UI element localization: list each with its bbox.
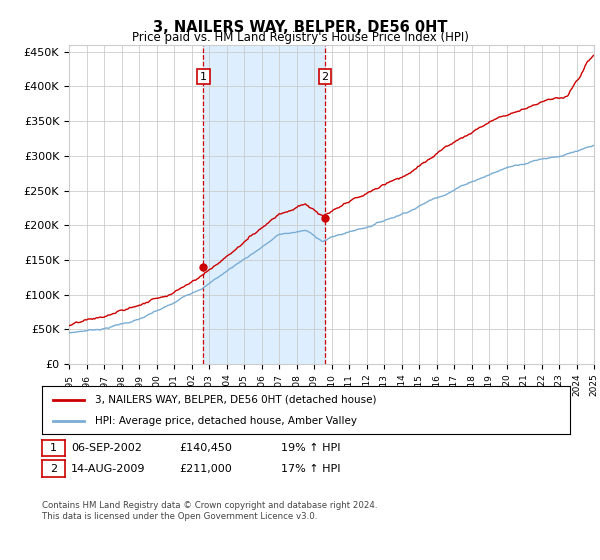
Text: 2: 2 [50, 464, 57, 474]
Text: 3, NAILERS WAY, BELPER, DE56 0HT (detached house): 3, NAILERS WAY, BELPER, DE56 0HT (detach… [95, 395, 376, 405]
Text: HPI: Average price, detached house, Amber Valley: HPI: Average price, detached house, Ambe… [95, 416, 357, 426]
Text: 06-SEP-2002: 06-SEP-2002 [71, 443, 142, 453]
Text: 1: 1 [50, 443, 57, 453]
Text: 17% ↑ HPI: 17% ↑ HPI [281, 464, 340, 474]
Text: 3, NAILERS WAY, BELPER, DE56 0HT: 3, NAILERS WAY, BELPER, DE56 0HT [153, 20, 447, 35]
Text: 2: 2 [321, 72, 328, 82]
Text: 14-AUG-2009: 14-AUG-2009 [71, 464, 145, 474]
Text: Contains HM Land Registry data © Crown copyright and database right 2024.
This d: Contains HM Land Registry data © Crown c… [42, 501, 377, 521]
Text: Price paid vs. HM Land Registry's House Price Index (HPI): Price paid vs. HM Land Registry's House … [131, 31, 469, 44]
Text: £211,000: £211,000 [179, 464, 232, 474]
Text: £140,450: £140,450 [179, 443, 232, 453]
Bar [203, 45, 325, 364]
Text: 1: 1 [200, 72, 207, 82]
Text: 19% ↑ HPI: 19% ↑ HPI [281, 443, 340, 453]
